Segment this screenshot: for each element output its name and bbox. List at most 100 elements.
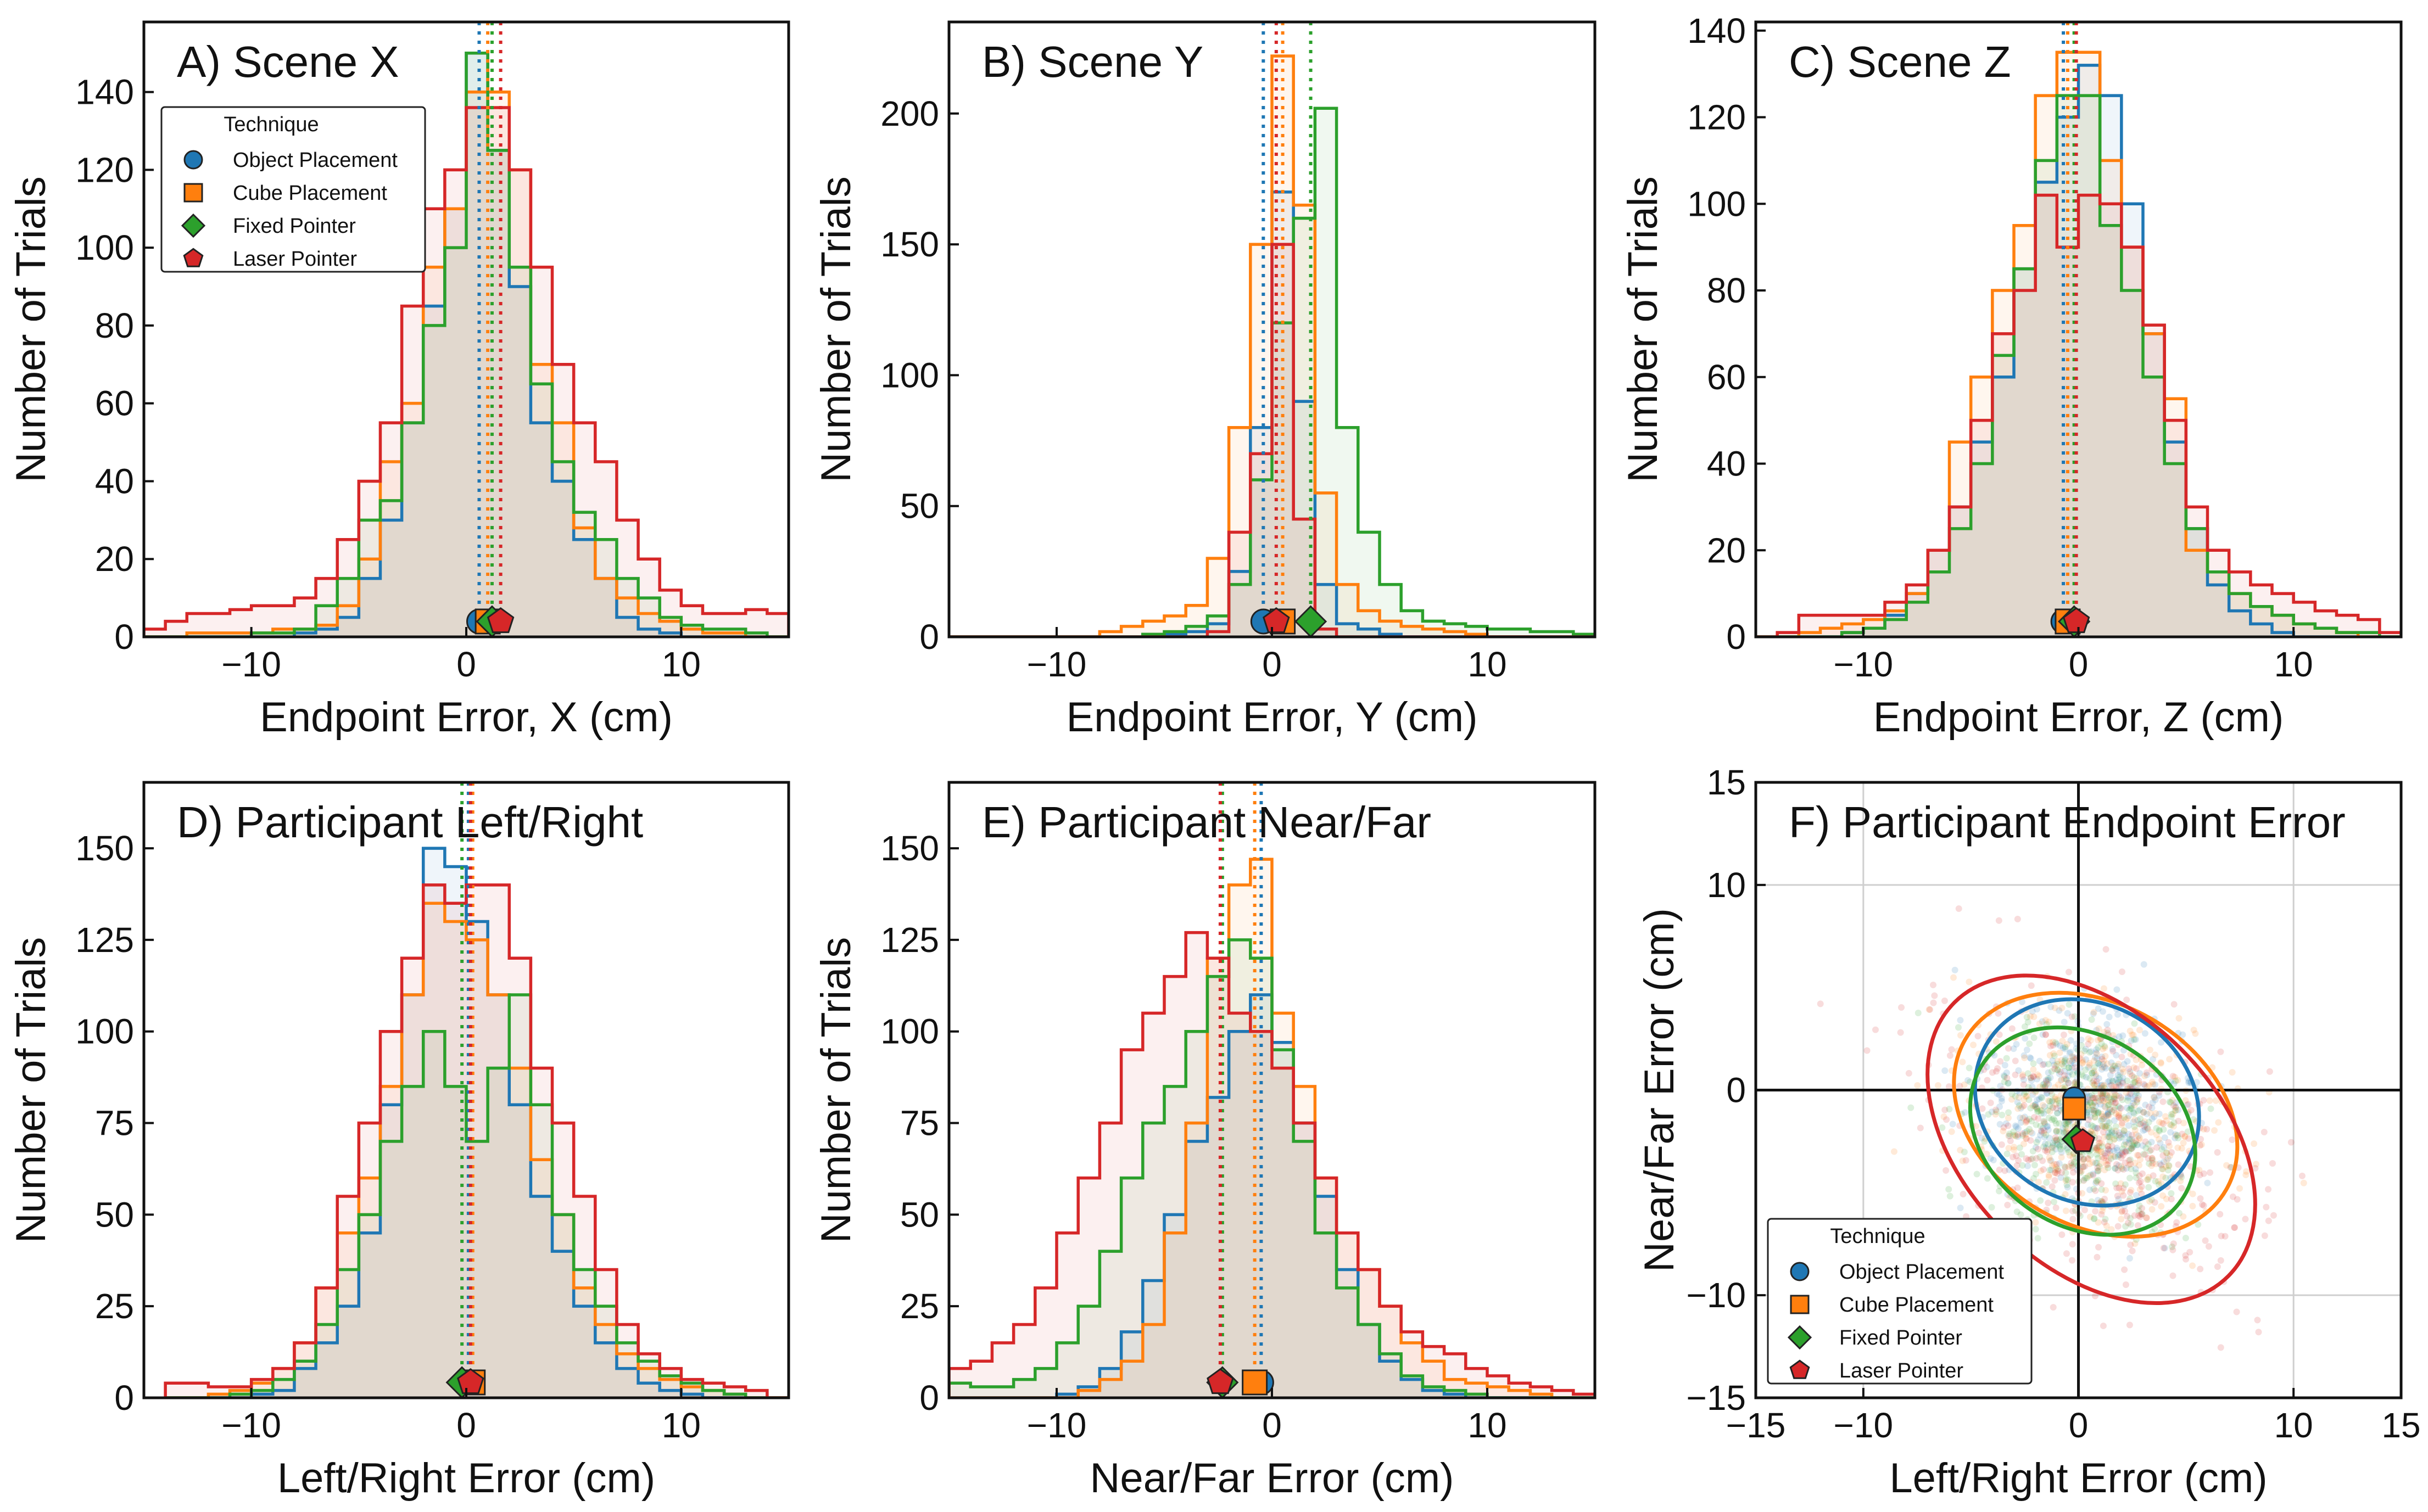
legend-frame xyxy=(160,106,426,273)
trial-point xyxy=(2112,1165,2119,1172)
histogram-fill xyxy=(949,995,1595,1398)
histogram-fill xyxy=(144,92,789,637)
trial-point xyxy=(2156,1118,2163,1125)
trial-point xyxy=(2111,1095,2118,1102)
trial-point xyxy=(1941,997,1948,1004)
trial-point xyxy=(2095,1108,2102,1116)
trial-point xyxy=(2068,1064,2075,1071)
trial-point xyxy=(2112,1153,2119,1161)
y-axis-label: Number of Trials xyxy=(1620,176,1666,483)
trial-point xyxy=(2020,1081,2027,1088)
trial-point xyxy=(2094,1144,2101,1151)
trial-point xyxy=(2052,1120,2059,1127)
trial-point xyxy=(2093,1078,2100,1085)
trial-point xyxy=(2094,1197,2101,1204)
trial-point xyxy=(2133,1138,2140,1145)
trial-point xyxy=(2025,1096,2033,1104)
trial-point xyxy=(2010,1128,2017,1135)
trial-point xyxy=(2098,1110,2105,1117)
trial-point xyxy=(2069,1179,2076,1186)
trial-point xyxy=(2123,1165,2130,1172)
trial-point xyxy=(2060,1031,2067,1038)
trial-point xyxy=(2014,1133,2022,1140)
trial-point xyxy=(2129,1132,2136,1139)
trial-point xyxy=(2163,1149,2170,1156)
trial-point xyxy=(2116,1129,2123,1136)
y-tick-label: 0 xyxy=(1726,617,1746,657)
trial-point xyxy=(2227,1164,2234,1171)
x-tick-label: 10 xyxy=(662,1405,701,1445)
trial-point xyxy=(2144,1124,2151,1131)
trial-point xyxy=(2066,1068,2073,1076)
histogram-fill xyxy=(1756,195,2401,637)
panel-title: C) Scene Z xyxy=(1789,37,2011,86)
trial-point xyxy=(2130,1109,2137,1116)
trial-point xyxy=(2013,1208,2020,1216)
trial-point xyxy=(2128,1145,2135,1152)
trial-point xyxy=(2117,1105,2124,1112)
trial-point xyxy=(2090,1081,2097,1088)
trial-point xyxy=(2036,1057,2043,1065)
trial-point xyxy=(1987,1155,1994,1162)
trial-point xyxy=(2124,1093,2131,1100)
trial-point xyxy=(2051,1177,2058,1184)
trial-point xyxy=(2105,1102,2112,1109)
trial-point xyxy=(2149,1156,2156,1163)
trial-point xyxy=(2039,1157,2046,1164)
trial-point xyxy=(2119,1119,2126,1127)
trial-point xyxy=(2089,1102,2096,1110)
trial-point xyxy=(1948,1128,1955,1135)
panel-F: −15 −10 0 10 15 −15 −10 0 10 15 F) Participant End… xyxy=(1636,763,2421,1502)
trial-point xyxy=(2085,1096,2092,1104)
histogram-step-laser-pointer xyxy=(144,106,789,637)
trial-point xyxy=(2091,1064,2098,1071)
trial-point xyxy=(2049,1162,2056,1169)
trial-point xyxy=(2169,1073,2176,1080)
trial-point xyxy=(2045,1115,2052,1122)
trial-point xyxy=(2084,1121,2091,1128)
trial-point xyxy=(2102,1216,2109,1223)
trial-point xyxy=(2189,1190,2196,1197)
trial-point xyxy=(2102,1187,2109,1194)
trial-point xyxy=(2136,1134,2144,1141)
trial-point xyxy=(2135,1179,2142,1186)
trial-point xyxy=(2020,1076,2027,1083)
trial-point xyxy=(1996,1166,2003,1173)
trial-point xyxy=(2042,1147,2049,1154)
trial-point xyxy=(2053,1128,2060,1135)
trial-point xyxy=(2141,1151,2148,1158)
trial-point xyxy=(2168,1190,2175,1197)
trial-point xyxy=(2083,1074,2090,1081)
trial-point xyxy=(2092,1073,2100,1080)
trial-point xyxy=(2120,1061,2128,1068)
trial-point xyxy=(2052,1169,2059,1177)
trial-point xyxy=(2057,1174,2064,1181)
trial-point xyxy=(2070,1158,2078,1166)
trial-point xyxy=(2090,1185,2097,1192)
trial-point xyxy=(2020,1140,2027,1147)
trial-point xyxy=(2118,1154,2125,1161)
trial-point xyxy=(1984,1175,1991,1182)
mean-marker xyxy=(1263,607,1290,634)
trial-point xyxy=(2053,1136,2060,1143)
trial-point xyxy=(2101,1063,2108,1071)
trial-point xyxy=(1872,1026,1879,1033)
legend-entry-label: Fixed Pointer xyxy=(233,215,356,238)
trial-point xyxy=(2116,1033,2123,1040)
y-tick-label: 80 xyxy=(1707,271,1746,310)
trial-point xyxy=(2054,1110,2061,1117)
trial-point xyxy=(2087,1048,2095,1055)
trial-point xyxy=(2098,1082,2106,1089)
trial-point xyxy=(2063,1181,2070,1189)
x-tick-label: 0 xyxy=(456,645,476,684)
trial-point xyxy=(2117,1094,2124,1101)
trial-point xyxy=(2179,1031,2186,1038)
trial-point xyxy=(2023,1013,2030,1021)
trial-point xyxy=(2105,1146,2112,1153)
trial-point xyxy=(2033,1139,2040,1146)
trial-point xyxy=(2146,1046,2153,1054)
trial-point xyxy=(1940,1113,1947,1121)
trial-point xyxy=(2056,1102,2063,1110)
trial-point xyxy=(2133,1056,2140,1063)
trial-point xyxy=(2085,1173,2092,1180)
